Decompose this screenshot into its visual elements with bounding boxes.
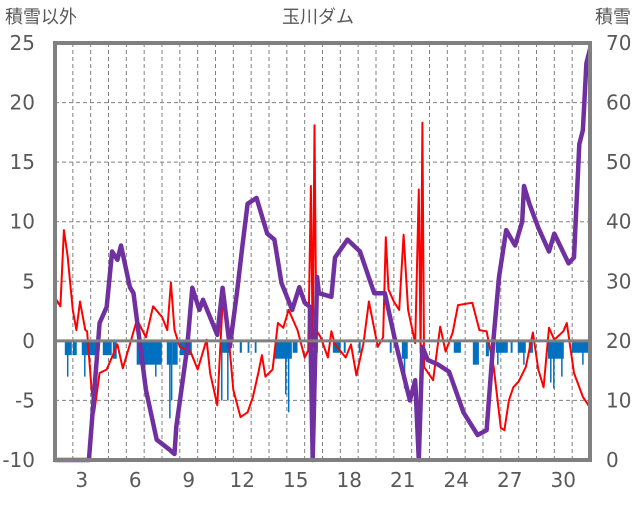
left-y-tick-label: 10 bbox=[10, 210, 35, 234]
precip-bar bbox=[517, 340, 526, 353]
precip-bar bbox=[102, 340, 112, 356]
left-y-tick-label: 20 bbox=[10, 91, 35, 115]
left-y-tick-label: 5 bbox=[22, 269, 35, 293]
x-tick-label: 30 bbox=[551, 468, 576, 492]
x-tick-label: 24 bbox=[444, 468, 469, 492]
precip-bar bbox=[84, 340, 86, 377]
x-tick-label: 9 bbox=[182, 468, 195, 492]
precip-bar bbox=[227, 340, 229, 401]
precip-bar bbox=[403, 340, 406, 389]
left-y-tick-label: -10 bbox=[2, 448, 35, 472]
x-tick-label: 15 bbox=[283, 468, 308, 492]
series-lines bbox=[54, 48, 593, 463]
x-tick-label: 6 bbox=[129, 468, 142, 492]
x-tick-label: 3 bbox=[75, 468, 88, 492]
chart-title: 玉川ダム bbox=[282, 7, 354, 28]
snow-depth-line bbox=[55, 48, 593, 463]
right-y-tick-label: 10 bbox=[606, 388, 631, 412]
precip-bar bbox=[155, 340, 157, 377]
left-y-tick-label: -5 bbox=[15, 388, 35, 412]
x-tick-label: 27 bbox=[497, 468, 522, 492]
precip-bar bbox=[472, 340, 479, 365]
plot-frame bbox=[53, 41, 592, 462]
left-y-tick-label: 0 bbox=[22, 329, 35, 353]
x-tick-label: 18 bbox=[337, 468, 362, 492]
precip-bar bbox=[523, 340, 525, 365]
right-y-tick-label: 70 bbox=[606, 31, 631, 55]
precip-bar bbox=[497, 340, 499, 365]
precip-bar bbox=[358, 340, 361, 353]
precip-bar bbox=[172, 340, 178, 365]
precip-bar bbox=[274, 340, 292, 359]
precip-bar bbox=[389, 340, 392, 353]
precip-bar bbox=[582, 340, 584, 365]
right-y-tick-label: 60 bbox=[606, 91, 631, 115]
precip-bar bbox=[550, 340, 552, 383]
plot-border bbox=[53, 41, 592, 462]
tick-labels: -10 -5 0 5 10 15 20 25 0 10 20 30 40 50 60 70 3 6 9 12 15 18 2… bbox=[2, 31, 631, 492]
precip-bar bbox=[343, 340, 346, 353]
right-y-tick-label: 40 bbox=[606, 210, 631, 234]
right-y-tick-label: 30 bbox=[606, 269, 631, 293]
x-tick-label: 21 bbox=[390, 468, 415, 492]
precip-bar bbox=[453, 340, 461, 353]
right-y-tick-label: 0 bbox=[606, 448, 619, 472]
precip-bar bbox=[72, 340, 77, 356]
precip-bar bbox=[287, 340, 290, 413]
precip-bar bbox=[571, 340, 590, 353]
precip-bar bbox=[254, 340, 257, 353]
precip-bar bbox=[495, 340, 508, 353]
temperature-line bbox=[54, 121, 591, 432]
x-tick-label: 12 bbox=[230, 468, 255, 492]
precip-bar bbox=[66, 340, 69, 377]
precip-bar bbox=[292, 340, 298, 353]
right-axis-title: 積雪 bbox=[595, 7, 631, 28]
left-y-tick-label: 15 bbox=[10, 150, 35, 174]
precip-bar bbox=[169, 340, 171, 419]
precip-bar bbox=[547, 340, 564, 359]
precip-bar bbox=[561, 340, 563, 377]
precip-bar bbox=[247, 340, 250, 353]
precip-bar bbox=[221, 340, 230, 353]
precip-bar bbox=[285, 340, 287, 395]
precip-bar bbox=[553, 340, 555, 389]
left-axis-title: 積雪以外 bbox=[5, 7, 77, 28]
right-y-tick-label: 50 bbox=[606, 150, 631, 174]
precip-bar bbox=[239, 340, 242, 353]
precip-bar bbox=[170, 340, 173, 401]
grid bbox=[55, 43, 590, 460]
right-y-tick-label: 20 bbox=[606, 329, 631, 353]
precip-bar bbox=[510, 340, 513, 353]
precip-bar bbox=[221, 340, 223, 401]
precip-bar bbox=[485, 340, 489, 357]
left-y-tick-label: 25 bbox=[10, 31, 35, 55]
